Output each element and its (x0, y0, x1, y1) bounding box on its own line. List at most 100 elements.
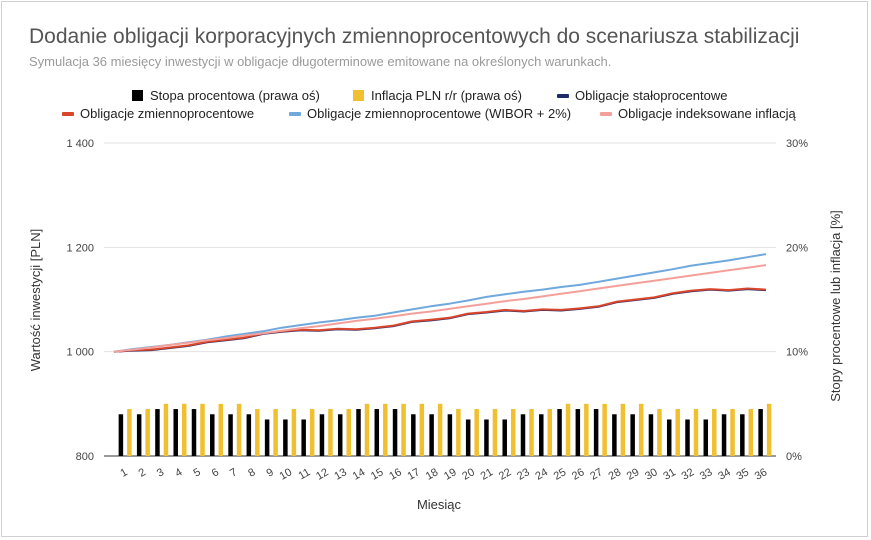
legend-label: Obligacje zmiennoprocentowe (80, 106, 254, 121)
legend: Stopa procentowa (prawa oś) Inflacja PLN … (62, 88, 797, 121)
x-tick-label: 22 (497, 466, 514, 483)
bar (136, 414, 142, 456)
x-tick-label: 16 (387, 466, 404, 483)
bar (685, 419, 690, 456)
bar (191, 409, 197, 456)
bar (283, 419, 288, 456)
bar (748, 409, 754, 456)
x-tick-label: 21 (479, 466, 496, 483)
line-series (113, 253, 767, 353)
bar (236, 403, 242, 456)
x-tick-label: 11 (297, 466, 313, 482)
y-axis-title: Wartość inwestycji [PLN] (28, 229, 43, 372)
legend-swatch (353, 90, 364, 101)
grid-lines (104, 142, 776, 457)
y2-tick-label: 0% (786, 451, 802, 463)
bar (721, 414, 727, 456)
x-tick-label: 5 (191, 466, 202, 479)
legend-swatch (289, 112, 301, 116)
x-tick-label: 1 (118, 466, 129, 479)
bar (383, 403, 388, 456)
x-tick-label: 30 (643, 466, 660, 483)
bar (593, 409, 599, 456)
bar (648, 414, 654, 456)
bar (155, 409, 160, 456)
legend-swatch (132, 90, 143, 101)
x-tick-label: 34 (716, 466, 733, 483)
bar (703, 419, 709, 456)
legend-swatch (62, 112, 74, 116)
bar (374, 409, 380, 456)
y-tick-label: 1 200 (66, 242, 94, 254)
x-tick-label: 31 (661, 466, 678, 483)
x-tick-label: 12 (314, 466, 331, 483)
bar (557, 409, 562, 456)
bar (575, 409, 581, 456)
chart-subtitle: Symulacja 36 miesięcy inwestycji w oblig… (29, 54, 612, 69)
x-axis-title: Miesiąc (417, 497, 462, 512)
y2-tick-label: 30% (786, 138, 808, 150)
bar (411, 414, 416, 456)
x-tick-label: 18 (424, 466, 441, 483)
bar (228, 414, 233, 456)
x-tick-label: 13 (332, 466, 349, 483)
bar (392, 409, 398, 456)
y-tick-label: 1 000 (66, 347, 94, 359)
series-line (113, 287, 767, 353)
bar (740, 414, 745, 456)
x-tick-label: 24 (533, 466, 550, 483)
bar (173, 409, 178, 456)
bar (465, 419, 471, 456)
legend-label: Obligacje indeksowane inflacją (618, 106, 797, 121)
x-tick-label: 2 (137, 466, 148, 479)
bar (337, 414, 343, 456)
x-axis-ticks: 1 2 3 4 5 6 7 8 9 10 11 12 13 14 15 16 17 18 19 20 21 22 23 24 2… (118, 466, 769, 483)
bar (630, 414, 635, 456)
bar (364, 403, 370, 456)
y-tick-label: 800 (76, 451, 94, 463)
bar (145, 409, 150, 456)
x-tick-label: 15 (369, 466, 386, 483)
y2-axis-title: Stopy procentowe lub inflacja [%] (828, 210, 843, 402)
x-tick-label: 29 (625, 466, 642, 483)
bar (638, 403, 644, 456)
bar (612, 414, 617, 456)
x-tick-label: 10 (278, 466, 295, 483)
left-axis-ticks: 800 1 000 1 200 1 400 (66, 138, 94, 463)
bar (273, 409, 278, 456)
x-tick-label: 17 (405, 466, 422, 483)
legend-swatch (600, 112, 612, 116)
x-tick-label: 8 (246, 466, 257, 479)
bar (492, 409, 498, 456)
x-tick-label: 28 (607, 466, 624, 483)
x-tick-label: 25 (552, 466, 569, 483)
x-tick-label: 23 (515, 466, 532, 483)
x-tick-label: 33 (698, 466, 715, 483)
bar (447, 414, 453, 456)
bar (429, 414, 434, 456)
bar (502, 419, 507, 456)
x-tick-label: 36 (753, 466, 770, 483)
bar (127, 409, 132, 456)
legend-swatch (557, 94, 569, 98)
bar (547, 409, 553, 456)
bar (520, 414, 526, 456)
y2-tick-label: 10% (786, 347, 808, 359)
bar (437, 403, 443, 456)
bar (291, 409, 297, 456)
x-tick-label: 20 (460, 466, 477, 483)
chart-title: Dodanie obligacji korporacyjnych zmienno… (29, 25, 800, 48)
legend-label: Inflacja PLN r/r (prawa oś) (371, 88, 522, 103)
bar (309, 409, 315, 456)
bar (529, 409, 534, 456)
bar (510, 409, 516, 456)
bar (474, 409, 479, 456)
x-tick-label: 9 (265, 466, 276, 479)
bar (356, 409, 361, 456)
bar (456, 409, 461, 456)
bar (181, 403, 187, 456)
bar (758, 409, 763, 456)
bar (328, 409, 333, 456)
bar (419, 403, 425, 456)
